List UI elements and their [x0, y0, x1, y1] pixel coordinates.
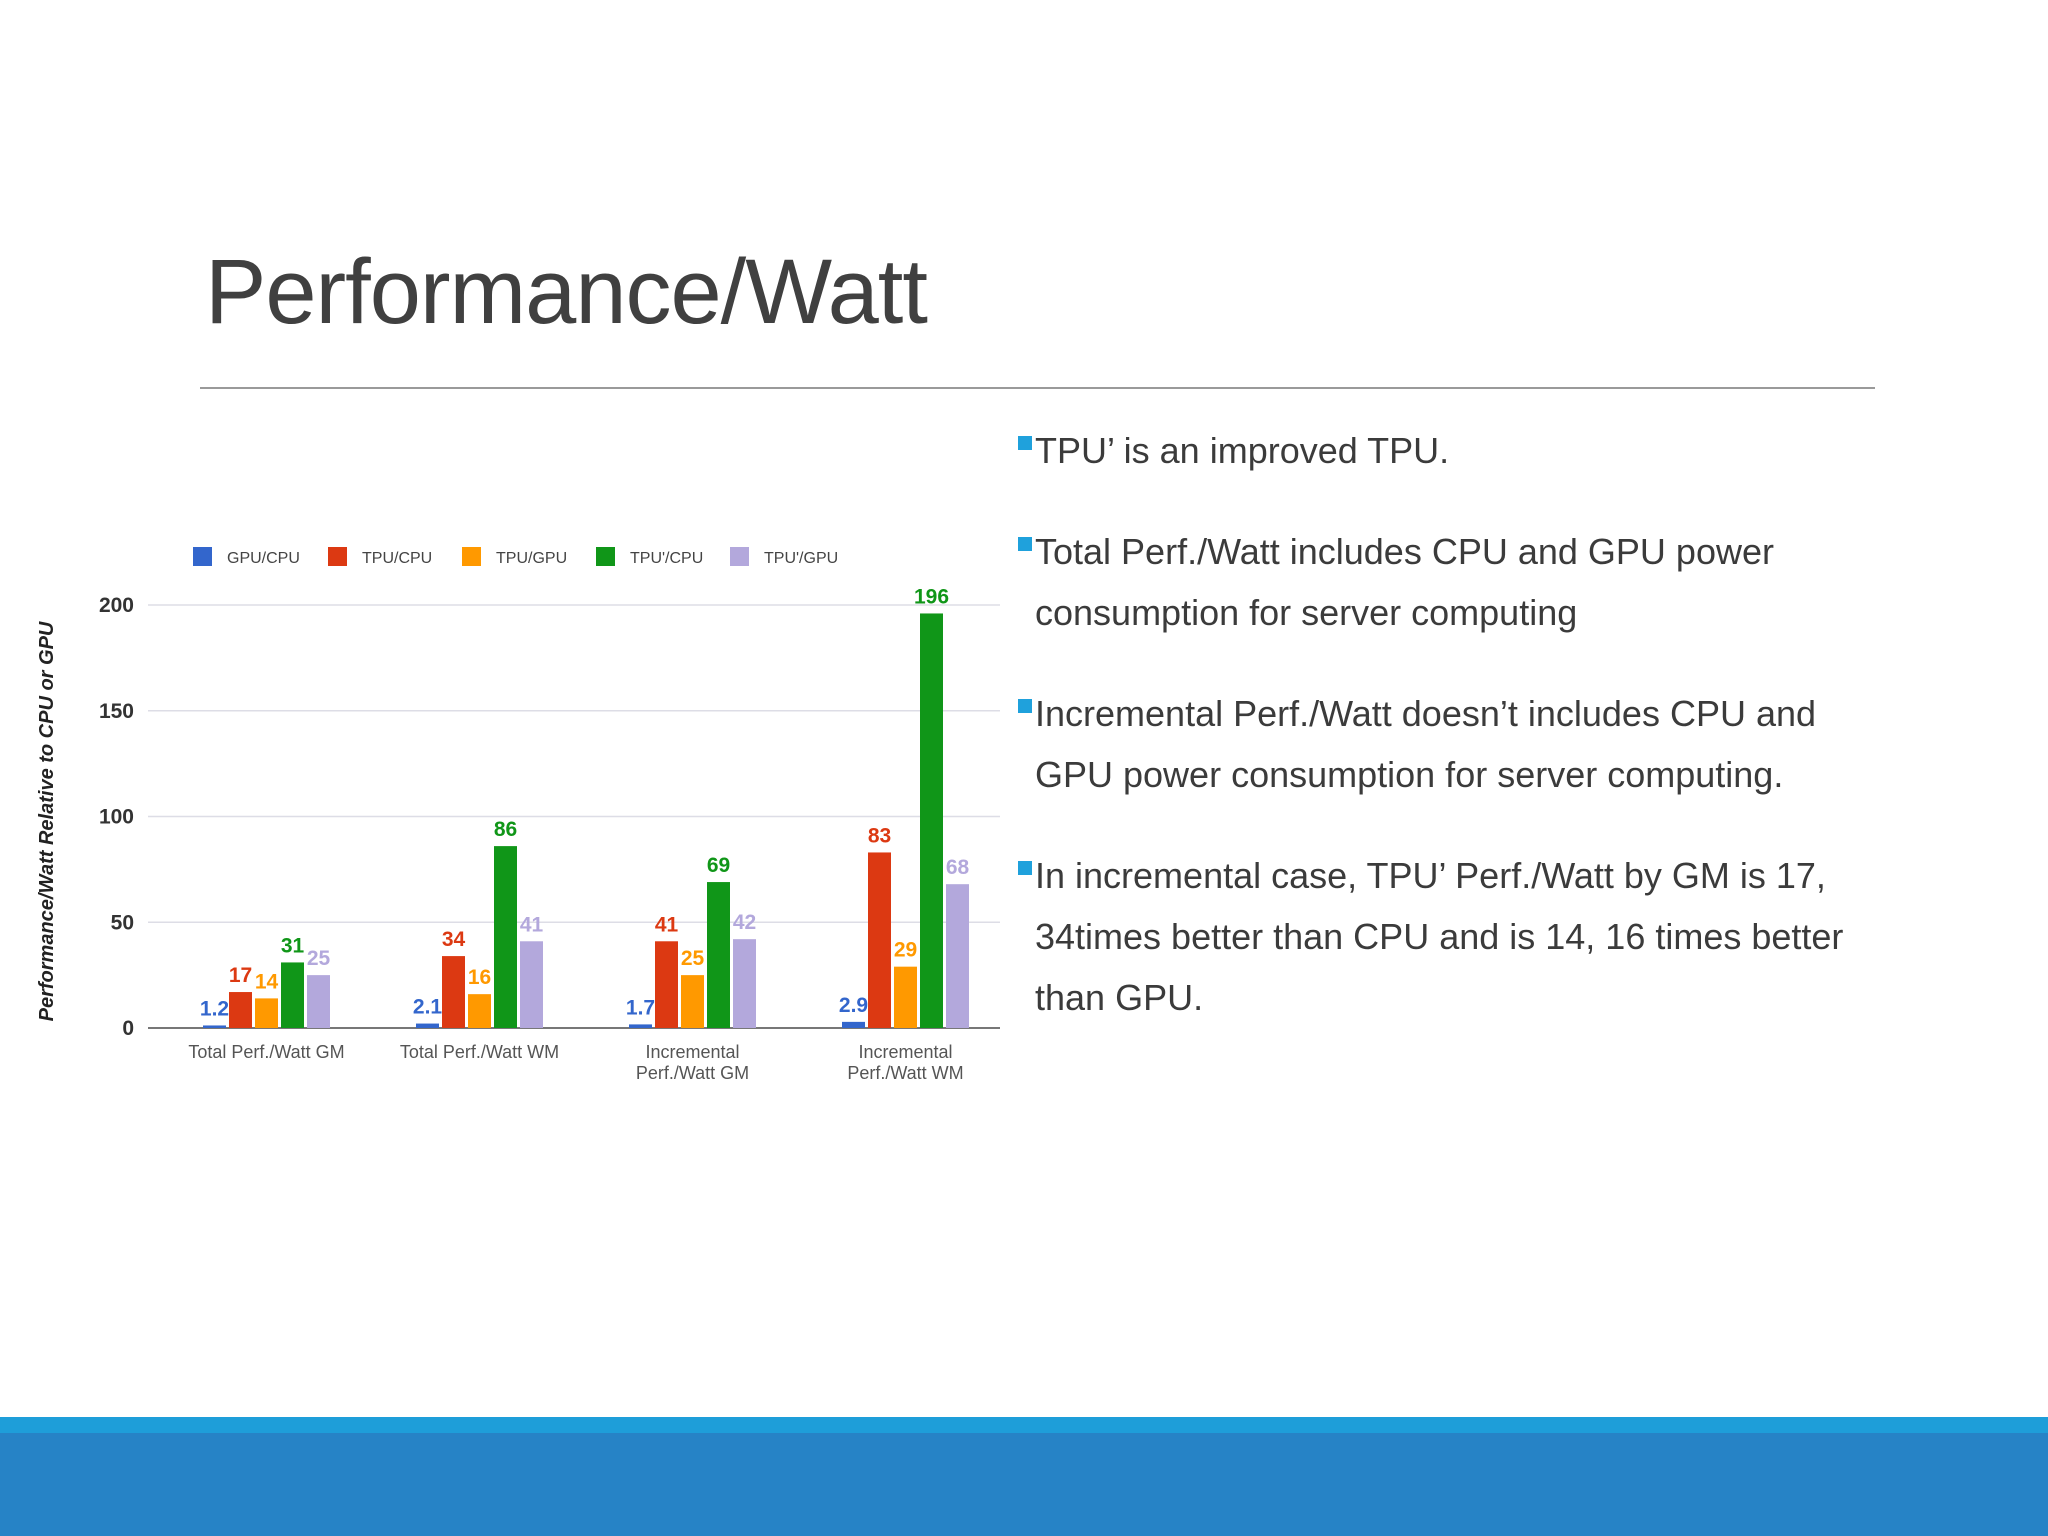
x-tick-label: Total Perf./Watt GM	[188, 1042, 344, 1062]
data-label: 2.1	[413, 996, 443, 1019]
data-label: 83	[868, 824, 891, 847]
bar	[842, 1021, 865, 1028]
x-tick-label: Perf./Watt GM	[636, 1063, 749, 1083]
bar-chart-svg: 0 50 100 150 200 Performance/Watt Relative to…	[36, 547, 1000, 1083]
bar	[255, 998, 278, 1028]
bar	[203, 1025, 226, 1028]
data-label: 16	[468, 966, 491, 989]
bar	[468, 994, 491, 1028]
bar	[894, 966, 917, 1028]
slide-title: Performance/Watt	[205, 241, 928, 343]
footer-band	[0, 1433, 2048, 1536]
data-label: 42	[733, 911, 756, 934]
legend-label: TPU'/GPU	[764, 550, 838, 567]
data-label: 1.2	[200, 997, 229, 1020]
data-label: 86	[494, 818, 517, 841]
bullet-square-icon	[1018, 861, 1032, 875]
data-label: 196	[914, 585, 949, 608]
legend-label: GPU/CPU	[227, 550, 300, 567]
bullet-item: Total Perf./Watt includes CPU and GPU po…	[1015, 521, 1895, 643]
data-label: 2.9	[839, 994, 868, 1017]
bar	[494, 846, 517, 1028]
data-label: 31	[281, 934, 305, 957]
bar	[281, 962, 304, 1028]
data-label: 1.7	[626, 996, 655, 1019]
bullet-item: Incremental Perf./Watt doesn’t includes …	[1015, 683, 1895, 805]
title-divider	[200, 387, 1875, 389]
bar	[416, 1023, 439, 1028]
legend-swatch	[730, 547, 749, 566]
bar	[868, 852, 891, 1028]
x-tick-label: Incremental	[858, 1042, 952, 1062]
x-tick-label: Perf./Watt WM	[847, 1063, 963, 1083]
data-label: 17	[229, 964, 252, 987]
legend-swatch	[328, 547, 347, 566]
data-label: 25	[307, 947, 331, 970]
data-label: 41	[520, 913, 544, 936]
y-tick-label: 100	[99, 806, 134, 829]
data-label: 14	[255, 970, 279, 993]
bar	[442, 956, 465, 1028]
data-label: 68	[946, 856, 970, 879]
bullet-square-icon	[1018, 436, 1032, 450]
y-tick-label: 50	[111, 911, 134, 934]
data-label: 69	[707, 854, 730, 877]
bar	[629, 1024, 652, 1028]
performance-per-watt-chart: 0 50 100 150 200 Performance/Watt Relative to…	[30, 520, 1010, 1090]
bar	[946, 884, 969, 1028]
bullet-text: Incremental Perf./Watt doesn’t includes …	[1035, 693, 1817, 795]
y-axis-label: Performance/Watt Relative to CPU or GPU	[36, 621, 58, 1021]
data-label: 29	[894, 939, 917, 962]
legend-swatch	[596, 547, 615, 566]
legend-swatch	[193, 547, 212, 566]
legend-swatch	[462, 547, 481, 566]
bullet-text: Total Perf./Watt includes CPU and GPU po…	[1035, 531, 1774, 633]
footer-accent-stripe	[0, 1417, 2048, 1433]
bullet-list: TPU’ is an improved TPU. Total Perf./Wat…	[1015, 420, 1895, 1068]
bar	[655, 941, 678, 1028]
data-label: 34	[442, 928, 466, 951]
y-tick-label: 200	[99, 594, 134, 617]
bar	[707, 882, 730, 1028]
data-label: 41	[655, 913, 679, 936]
bar	[681, 975, 704, 1028]
bullet-square-icon	[1018, 699, 1032, 713]
bullet-text: In incremental case, TPU’ Perf./Watt by …	[1035, 855, 1844, 1018]
legend-label: TPU'/CPU	[630, 550, 703, 567]
bullet-text: TPU’ is an improved TPU.	[1035, 430, 1450, 471]
data-label: 25	[681, 947, 705, 970]
y-tick-label: 0	[122, 1017, 134, 1040]
legend-label: TPU/GPU	[496, 550, 567, 567]
legend-label: TPU/CPU	[362, 550, 432, 567]
bar	[920, 613, 943, 1028]
x-tick-label: Total Perf./Watt WM	[400, 1042, 559, 1062]
bullet-item: TPU’ is an improved TPU.	[1015, 420, 1895, 481]
bullet-item: In incremental case, TPU’ Perf./Watt by …	[1015, 845, 1895, 1028]
y-tick-label: 150	[99, 700, 134, 723]
bar	[229, 992, 252, 1028]
bar	[520, 941, 543, 1028]
bar	[733, 939, 756, 1028]
bullet-square-icon	[1018, 537, 1032, 551]
bar	[307, 975, 330, 1028]
x-tick-label: Incremental	[645, 1042, 739, 1062]
